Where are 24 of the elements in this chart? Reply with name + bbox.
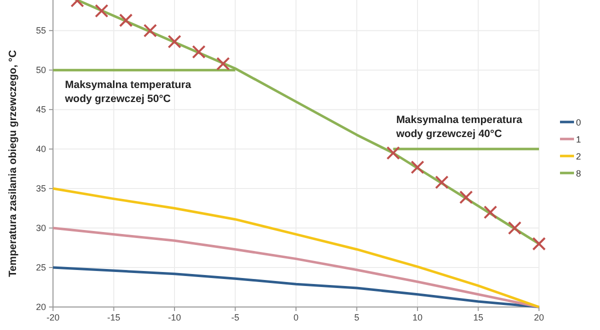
legend-label: 0: [576, 118, 582, 128]
y-tick-label: 30: [36, 222, 46, 233]
x-tick-label: 15: [473, 312, 484, 322]
x-tick-label: -20: [46, 312, 60, 322]
x-tick-label: 5: [354, 312, 360, 322]
x-tick-label: 20: [534, 312, 544, 322]
y-tick-label: 20: [36, 302, 46, 312]
annotation: Maksymalna temperatura wody grzewczej 40°C: [395, 114, 522, 140]
x-tick-label: -15: [107, 312, 120, 322]
y-tick-label: 55: [36, 25, 46, 36]
y-tick-label: 45: [36, 104, 46, 114]
legend-label: 1: [576, 134, 582, 144]
y-tick-label: 50: [36, 64, 46, 75]
y-tick-label: 35: [36, 183, 46, 194]
x-tick-label: -5: [231, 312, 240, 322]
y-axis-title: Temperatura zasilania obiegu grzewczego, °C: [7, 50, 19, 277]
y-tick-label: 25: [36, 262, 46, 272]
x-tick-label: 0: [293, 312, 299, 322]
legend-label: 2: [576, 152, 582, 162]
annotation: Maksymalna temperatura wody grzewczej 50°C: [64, 79, 192, 106]
x-tick-label: 10: [412, 312, 423, 322]
legend-label: 8: [576, 168, 582, 178]
y-tick-label: 40: [36, 144, 46, 154]
x-tick-label: -10: [168, 312, 182, 322]
